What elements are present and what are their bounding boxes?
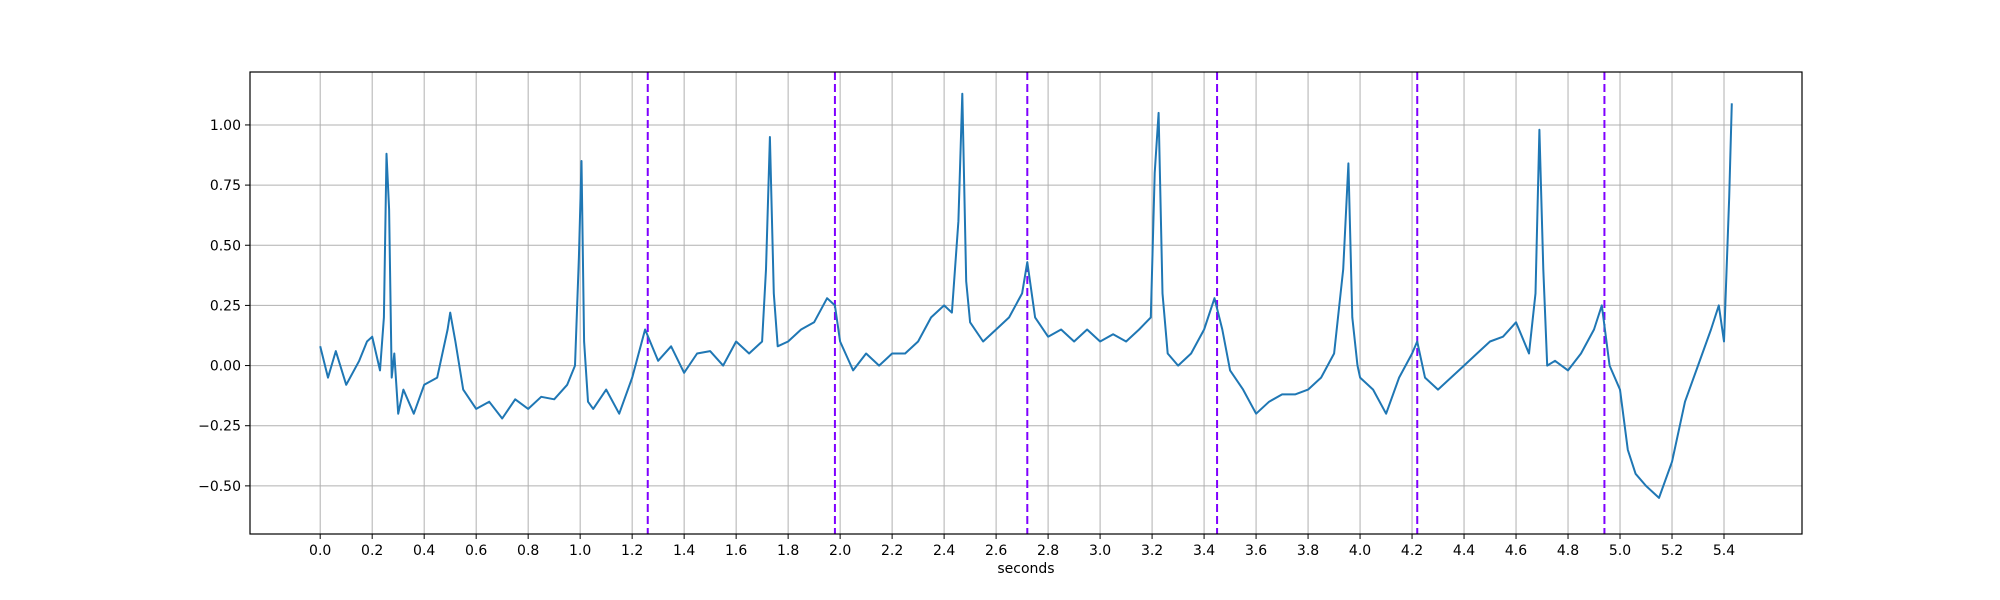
x-tick-label: 4.0 bbox=[1349, 543, 1371, 559]
x-tick-label: 0.0 bbox=[309, 543, 331, 559]
x-tick-label: 5.0 bbox=[1609, 543, 1631, 559]
plot-frame bbox=[249, 71, 1803, 535]
x-tick-label: 0.4 bbox=[413, 543, 435, 559]
x-tick-label: 3.0 bbox=[1089, 543, 1111, 559]
x-tick-label: 2.0 bbox=[829, 543, 851, 559]
x-tick-label: 1.0 bbox=[569, 543, 591, 559]
x-tick-label: 1.8 bbox=[777, 543, 799, 559]
x-tick-label: 3.2 bbox=[1141, 543, 1163, 559]
x-tick-label: 2.4 bbox=[933, 543, 955, 559]
x-tick-label: 3.8 bbox=[1297, 543, 1319, 559]
x-tick-label: 0.2 bbox=[361, 543, 383, 559]
x-axis-ticks: 0.0 0.2 0.4 0.6 0.8 1.0 1.2 1.4 1.6 1.8 2.0 2.2 2.4 2… bbox=[309, 534, 1735, 559]
x-tick-label: 3.6 bbox=[1245, 543, 1267, 559]
event-markers bbox=[646, 72, 1606, 534]
y-tick-label: 0.25 bbox=[210, 298, 241, 314]
ecg-series-line bbox=[319, 92, 1733, 499]
y-tick-label: −0.50 bbox=[198, 479, 241, 495]
x-tick-label: 3.4 bbox=[1193, 543, 1215, 559]
y-tick-label: 1.00 bbox=[210, 118, 241, 134]
y-tick-label: 0.50 bbox=[210, 238, 241, 254]
x-tick-label: 1.2 bbox=[621, 543, 643, 559]
y-tick-label: 0.75 bbox=[210, 178, 241, 194]
x-tick-label: 2.2 bbox=[881, 543, 903, 559]
x-tick-label: 0.8 bbox=[517, 543, 539, 559]
x-tick-label: 1.4 bbox=[673, 543, 695, 559]
x-tick-label: 4.6 bbox=[1505, 543, 1527, 559]
y-axis-ticks: −0.50 −0.25 0.00 0.25 0.50 0.75 1.00 bbox=[198, 118, 250, 495]
x-tick-label: 1.6 bbox=[725, 543, 747, 559]
x-tick-label: 4.2 bbox=[1401, 543, 1423, 559]
series-layer bbox=[319, 92, 1733, 499]
grid-lines bbox=[250, 72, 1802, 534]
y-tick-label: 0.00 bbox=[210, 359, 241, 375]
x-axis-label: seconds bbox=[997, 561, 1054, 577]
x-tick-label: 4.4 bbox=[1453, 543, 1475, 559]
x-tick-label: 5.2 bbox=[1661, 543, 1683, 559]
y-tick-label: −0.25 bbox=[198, 419, 241, 435]
x-tick-label: 4.8 bbox=[1557, 543, 1579, 559]
x-tick-label: 2.8 bbox=[1037, 543, 1059, 559]
x-tick-label: 2.6 bbox=[985, 543, 1007, 559]
x-tick-label: 5.4 bbox=[1713, 543, 1735, 559]
x-tick-label: 0.6 bbox=[465, 543, 487, 559]
